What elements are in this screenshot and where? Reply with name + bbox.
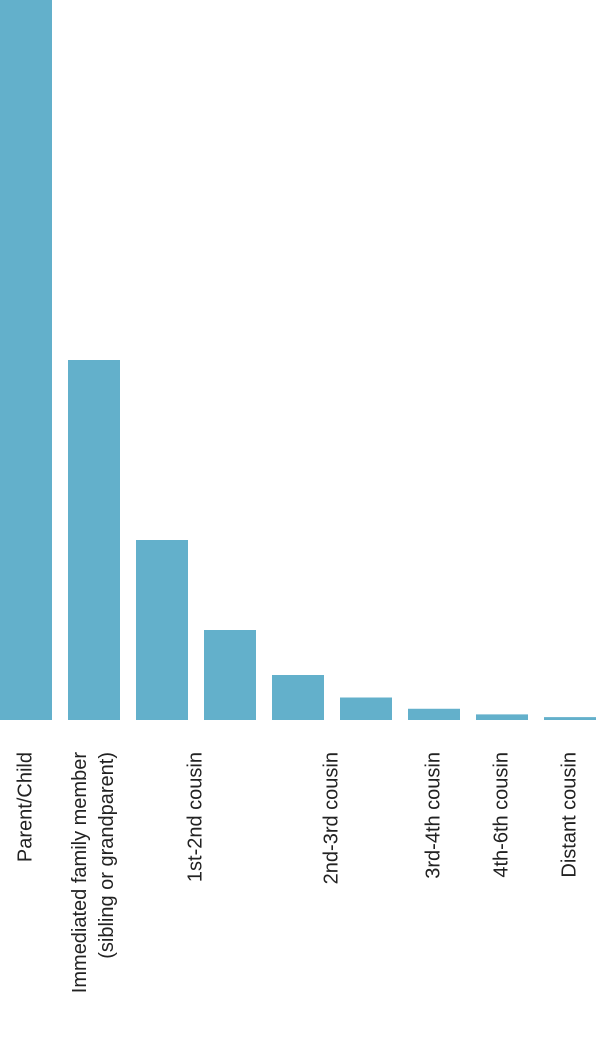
bar [408, 708, 460, 720]
x-tick-label: 2nd-3rd cousin [320, 752, 342, 884]
x-tick-label: Immediated family member [69, 752, 91, 994]
x-tick-label: 3rd-4th cousin [422, 752, 444, 879]
bar [204, 630, 256, 720]
bar [272, 675, 324, 720]
bar [136, 540, 188, 720]
x-tick-label: Parent/Child [14, 752, 36, 862]
x-tick-label: (sibling or grandparent) [96, 752, 118, 959]
bar [544, 717, 596, 720]
x-tick-label: 1st-2nd cousin [184, 752, 206, 882]
bar [68, 360, 120, 720]
x-tick-label: Distant cousin [558, 752, 580, 878]
bar [340, 697, 392, 720]
bar [0, 0, 52, 720]
x-tick-label: 4th-6th cousin [490, 752, 512, 878]
bar [476, 714, 528, 720]
